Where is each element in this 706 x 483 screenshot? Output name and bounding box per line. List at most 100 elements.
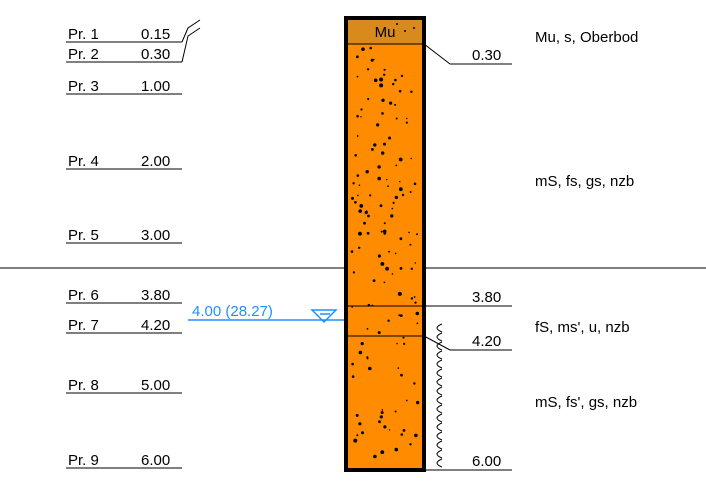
texture-dot (415, 311, 420, 316)
wet-mark (436, 449, 443, 459)
texture-dot (398, 89, 402, 93)
texture-dot (410, 90, 413, 94)
sample-depth: 6.00 (141, 452, 170, 469)
sample-3: Pr. 3 1.00 (66, 78, 182, 95)
texture-dot (372, 279, 376, 282)
texture-dot (406, 117, 408, 120)
texture-dot (383, 231, 387, 235)
texture-dot (402, 336, 405, 339)
sample-depth: 5.00 (141, 377, 170, 394)
texture-dot (387, 319, 390, 322)
texture-dot (396, 342, 398, 345)
sample-leaders (181, 19, 201, 63)
texture-dot (366, 210, 368, 212)
texture-dot (358, 231, 362, 236)
groundwater-marker: 4.00 (28.27) (188, 303, 346, 324)
texture-dot (354, 154, 358, 157)
wet-mark (436, 422, 443, 432)
texture-dot (402, 429, 406, 432)
soil-layer-1 (346, 18, 424, 44)
texture-dot (399, 267, 403, 270)
texture-dot (351, 362, 354, 366)
texture-dot (356, 434, 359, 437)
boundary-depth: 0.30 (472, 47, 501, 64)
texture-dot (358, 209, 363, 213)
texture-dot (383, 73, 386, 77)
texture-dot (394, 195, 399, 200)
texture-dot (358, 422, 362, 426)
texture-dot (380, 230, 383, 233)
sample-label: Pr. 1 (68, 26, 99, 43)
texture-dot (371, 148, 374, 151)
texture-dot (410, 267, 413, 270)
texture-dot (388, 429, 391, 431)
sample-6: Pr. 6 3.80 (66, 287, 182, 304)
texture-dot (373, 78, 378, 83)
texture-dot (403, 342, 406, 345)
texture-dot (409, 443, 412, 446)
wet-mark (436, 386, 443, 396)
wet-mark (436, 395, 443, 405)
texture-dot (352, 182, 355, 185)
texture-dot (363, 221, 366, 225)
texture-dot (389, 101, 393, 105)
texture-dot (394, 410, 397, 413)
wet-mark (436, 323, 443, 333)
leader-line-sample-1 (181, 19, 201, 43)
texture-dot (399, 237, 403, 241)
texture-dot (358, 350, 363, 355)
wet-mark (436, 377, 443, 387)
layer-symbol: Mu (375, 24, 396, 41)
texture-dot (356, 55, 359, 59)
texture-dot (351, 306, 354, 308)
texture-dot (394, 103, 397, 106)
texture-dot (390, 214, 394, 218)
wet-mark (436, 368, 443, 378)
texture-dot (367, 97, 370, 101)
sample-1: Pr. 1 0.15 (66, 26, 182, 43)
texture-dot (395, 117, 398, 120)
texture-dot (361, 47, 365, 51)
texture-dot (405, 121, 408, 124)
texture-dot (400, 74, 404, 78)
texture-dot (378, 420, 381, 424)
texture-dot (358, 246, 361, 249)
sample-depth: 3.00 (141, 227, 170, 244)
boundary-4-20: 4.20 (423, 333, 512, 351)
wet-mark (436, 359, 443, 369)
texture-dot (385, 266, 389, 271)
boundary-3-80: 3.80 (424, 289, 512, 307)
texture-dot (400, 373, 403, 377)
wet-mark (436, 341, 443, 351)
texture-dot (398, 314, 401, 317)
boundary-labels: 0.30 3.80 4.20 6.00 (423, 43, 512, 471)
texture-dot (392, 82, 395, 86)
sample-depth: 2.00 (141, 153, 170, 170)
texture-dot (404, 30, 406, 32)
texture-dot (397, 291, 402, 296)
texture-dot (361, 431, 364, 435)
sample-label: Pr. 4 (68, 153, 99, 170)
soil-texture-dots (350, 23, 420, 459)
sample-label: Pr. 2 (68, 46, 99, 63)
texture-dot (377, 176, 382, 181)
layer-descriptions: Mu, s, Oberbod mS, fs, gs, nzb fS, ms', … (535, 29, 638, 411)
texture-dot (383, 142, 386, 146)
texture-dot (367, 214, 370, 218)
sample-7: Pr. 7 4.20 (66, 317, 182, 334)
texture-dot (379, 204, 383, 208)
texture-dot (410, 157, 412, 160)
sample-depth: 1.00 (141, 78, 170, 95)
texture-dot (383, 222, 386, 225)
layer-description: Mu, s, Oberbod (535, 29, 638, 46)
texture-dot (380, 450, 385, 455)
texture-dot (381, 98, 385, 103)
texture-dot (416, 322, 419, 325)
texture-dot (394, 252, 397, 255)
texture-dot (377, 331, 381, 335)
sample-label: Pr. 7 (68, 317, 99, 334)
texture-dot (366, 231, 370, 235)
texture-dot (355, 413, 359, 417)
groundwater-triangle-icon (310, 309, 338, 324)
